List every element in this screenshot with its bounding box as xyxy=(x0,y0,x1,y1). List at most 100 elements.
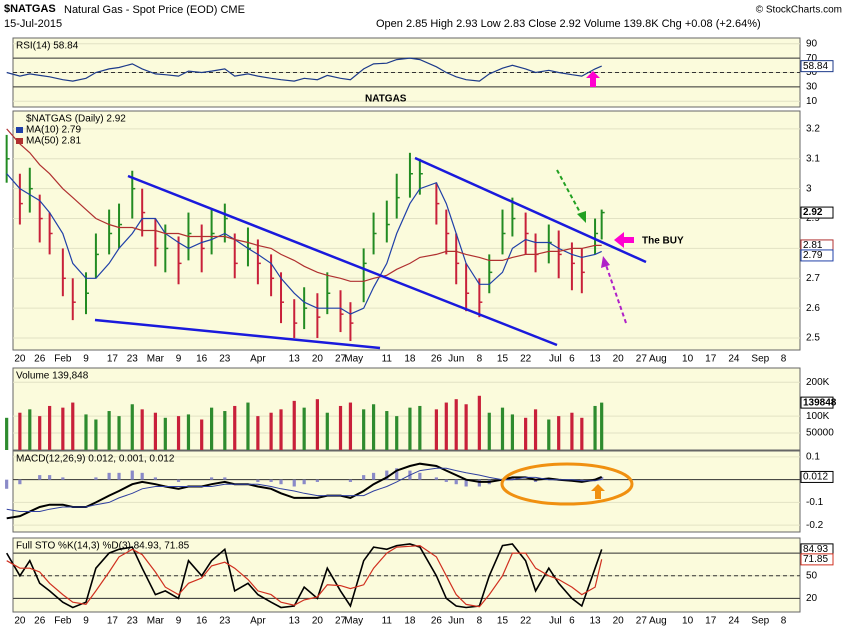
annotation: The BUY xyxy=(642,236,684,247)
histogram-bar xyxy=(117,472,121,480)
legend-swatch xyxy=(16,127,23,133)
x-tick-label: Mar xyxy=(147,616,165,627)
trendline xyxy=(127,174,558,347)
volume-bar xyxy=(348,402,353,450)
x-tick-label: 6 xyxy=(569,616,575,627)
histogram-bar xyxy=(94,477,98,480)
value-box xyxy=(800,396,834,409)
volume-bar xyxy=(38,416,42,450)
histogram-bar xyxy=(464,479,468,487)
volume-bar xyxy=(186,414,191,450)
x-tick-label: Aug xyxy=(649,354,667,365)
arrow-head xyxy=(601,256,610,268)
volume-bar xyxy=(418,405,422,450)
y-tick-label: -0.2 xyxy=(806,520,824,531)
volume-bar xyxy=(223,411,227,450)
plot-area: 10 30 50 70 90 RSI(14) 58.84 58.84 NATGAS 2.5 2.6… xyxy=(5,37,837,627)
x-tick-label: 26 xyxy=(34,354,46,365)
x-tick-label: 23 xyxy=(219,616,231,627)
x-tick-label: 27 xyxy=(636,354,648,365)
x-tick-label: 9 xyxy=(83,354,89,365)
volume-bar xyxy=(48,405,52,450)
volume-bar xyxy=(533,409,538,450)
y-tick-label: -0.1 xyxy=(806,497,824,508)
histogram-bar xyxy=(130,470,134,480)
x-tick-label: Jul xyxy=(549,354,562,365)
x-tick-label: 11 xyxy=(382,354,393,365)
arrow xyxy=(591,484,605,499)
value-label: 2.81 xyxy=(803,240,823,251)
x-tick-label: Sep xyxy=(751,354,769,365)
x-tick-label: 9 xyxy=(176,354,182,365)
volume-bar xyxy=(593,405,597,450)
x-tick-label: 16 xyxy=(196,354,208,365)
volume-bar xyxy=(140,409,144,450)
x-tick-label: Jun xyxy=(448,616,464,627)
volume-bar xyxy=(302,407,306,450)
volume-bar xyxy=(434,409,438,450)
x-tick-label: 8 xyxy=(781,354,787,365)
y-tick-label: 200K xyxy=(806,377,830,388)
value-label: 2.92 xyxy=(803,207,823,218)
x-tick-label: 9 xyxy=(83,616,89,627)
x-tick-label: Feb xyxy=(54,354,72,365)
volume-bar xyxy=(5,417,9,450)
histogram-bar xyxy=(256,479,260,482)
x-tick-label: 23 xyxy=(127,616,139,627)
volume-bar xyxy=(84,414,88,450)
volume-bar xyxy=(547,419,551,450)
y-tick-label: 0.1 xyxy=(806,452,820,463)
x-tick-label: 24 xyxy=(728,354,740,365)
x-tick-label: Jun xyxy=(448,354,464,365)
x-tick-label: 8 xyxy=(477,616,483,627)
histogram-bar xyxy=(362,475,366,480)
value-label: 58.84 xyxy=(803,61,828,72)
y-tick-label: 3.2 xyxy=(806,124,820,135)
value-label: 71.85 xyxy=(803,554,828,565)
volume-bar xyxy=(580,417,584,450)
y-tick-label: 2.5 xyxy=(806,333,820,344)
x-tick-label: 8 xyxy=(781,616,787,627)
histogram-bar xyxy=(315,479,319,482)
volume-bar xyxy=(18,412,22,450)
x-tick-label: 24 xyxy=(728,616,740,627)
histogram-bar xyxy=(371,472,376,480)
x-tick-label: 8 xyxy=(477,354,483,365)
histogram-bar xyxy=(477,479,481,487)
series-line xyxy=(6,543,603,609)
legend-swatch xyxy=(16,138,23,144)
y-tick-label: 2.7 xyxy=(806,273,820,284)
volume-bar xyxy=(210,407,214,450)
volume-bar xyxy=(325,412,329,450)
x-tick-label: 15 xyxy=(497,616,509,627)
value-box xyxy=(800,470,834,483)
legend-label: MA(50) 2.81 xyxy=(26,136,81,147)
x-tick-label: 17 xyxy=(705,616,717,627)
x-tick-label: 15 xyxy=(497,354,509,365)
volume-bar xyxy=(61,407,65,450)
x-tick-label: 23 xyxy=(127,354,139,365)
x-tick-label: May xyxy=(344,616,363,627)
x-tick-label: 20 xyxy=(14,354,26,365)
histogram-bar xyxy=(385,470,389,480)
x-tick-label: 26 xyxy=(431,354,443,365)
histogram-bar xyxy=(210,477,214,480)
x-tick-label: 20 xyxy=(312,616,324,627)
value-label: 2.79 xyxy=(803,250,823,261)
histogram-bar xyxy=(38,475,42,480)
histogram-bar xyxy=(18,479,22,485)
x-tick-label: 22 xyxy=(520,354,532,365)
x-tick-label: 13 xyxy=(289,616,301,627)
volume-bar xyxy=(464,404,468,450)
volume-bar xyxy=(557,416,561,450)
x-tick-label: 16 xyxy=(196,616,208,627)
y-tick-label: 90 xyxy=(806,38,818,49)
panel xyxy=(12,450,801,533)
trendline xyxy=(94,318,381,350)
series-line xyxy=(6,467,602,512)
histogram-bar xyxy=(61,477,65,480)
x-tick-label: 20 xyxy=(613,616,625,627)
arrow xyxy=(556,169,583,217)
x-tick-label: Feb xyxy=(54,616,72,627)
y-tick-label: 3.1 xyxy=(806,153,820,164)
